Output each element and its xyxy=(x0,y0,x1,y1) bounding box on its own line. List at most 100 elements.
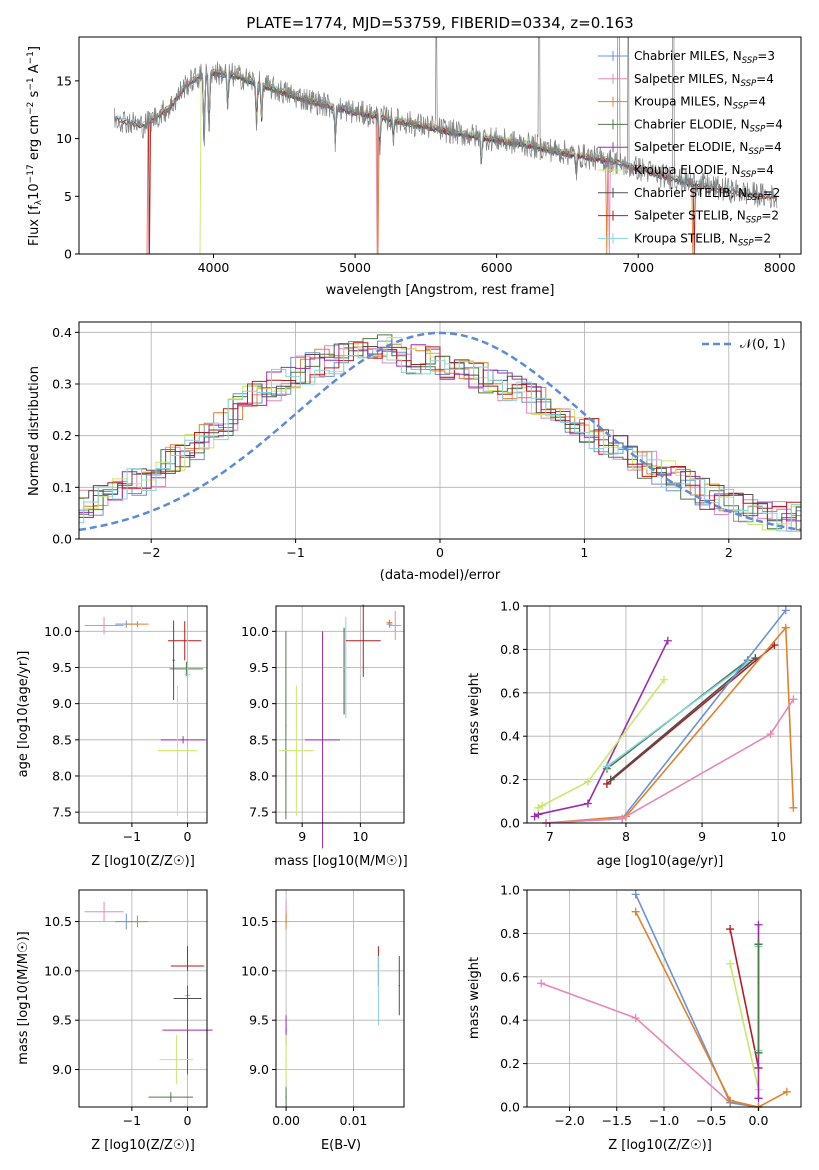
ylabel-part: s xyxy=(27,90,42,101)
legend-label: Kroupa MILES, NSSP=4 xyxy=(634,95,766,112)
ylabel-part: 10 xyxy=(27,183,42,200)
legend-label: Salpeter ELODIE, NSSP=4 xyxy=(634,140,782,157)
mass-weight-marker xyxy=(663,636,672,645)
y-tick-label: 0.8 xyxy=(500,642,520,657)
x-tick-label: 0.00 xyxy=(272,1113,300,1128)
mass-weight-marker xyxy=(726,925,735,934)
mass-weight-marker xyxy=(754,1094,763,1103)
legend-ssp-subscript: SSP xyxy=(750,124,766,134)
mass-weight-marker xyxy=(789,803,798,812)
y-tick-label: 0.1 xyxy=(52,480,72,495)
y-tick-label: 9.0 xyxy=(249,696,269,711)
mass-Z-ylabel: mass [log10(M/M☉)] xyxy=(16,931,31,1064)
spectrum-legend: Chabrier MILES, NSSP=3 Salpeter MILES, N S… xyxy=(598,49,783,248)
y-tick-label: 8.0 xyxy=(249,768,269,783)
y-tick-label: 1.0 xyxy=(500,883,520,898)
legend-series-name: Kroupa MILES, N xyxy=(634,95,733,109)
mass-weight-marker xyxy=(754,940,763,949)
mass-weight-marker xyxy=(726,1096,735,1105)
mw-Z-ylabel: mass weight xyxy=(467,957,482,1039)
mass-weight-marker xyxy=(766,730,775,739)
model-spectrum-line xyxy=(114,71,778,202)
residual-histogram-panel: −2 −1 0 1 2 0.0 0.1 0.2 0.3 0.4 xyxy=(52,321,802,560)
y-tick-label: 10 xyxy=(56,131,72,146)
legend-series-name: Kroupa ELODIE, N xyxy=(634,163,741,177)
y-tick-label: 0.0 xyxy=(500,816,520,831)
axes-frame xyxy=(275,605,405,824)
mass-weight-line xyxy=(729,963,760,1090)
axes-frame xyxy=(78,889,208,1108)
y-tick-label: 0.4 xyxy=(500,729,520,744)
legend-ssp-subscript: SSP xyxy=(738,238,754,248)
histogram-step-line xyxy=(79,343,801,522)
legend-label: Chabrier MILES, NSSP=3 xyxy=(634,49,775,66)
residual-ylabel: Normed distribution xyxy=(27,366,42,496)
hist-plot xyxy=(79,331,801,533)
mass-weight-marker xyxy=(781,606,790,615)
observed-spectrum-line xyxy=(114,37,778,209)
y-tick-label: 10.0 xyxy=(241,624,269,639)
y-tick-label: 0.6 xyxy=(500,969,520,984)
y-tick-label: 9.0 xyxy=(249,1062,269,1077)
mass-weight-line xyxy=(537,679,665,809)
y-tick-label: 10.5 xyxy=(44,914,72,929)
legend-label: Kroupa ELODIE, NSSP=4 xyxy=(634,163,774,180)
mass-vs-EBV-panel: 0.00 0.01 9.0 9.5 10.0 10.5 xyxy=(241,889,405,1128)
mass-weight-marker xyxy=(754,920,763,929)
y-tick-label: 8.0 xyxy=(52,768,72,783)
x-tick-label: −1.5 xyxy=(602,1113,632,1128)
y-tick-label: 7.5 xyxy=(249,805,269,820)
x-tick-label: 9 xyxy=(698,829,706,844)
mass-weight-marker xyxy=(606,775,615,784)
axes-frame xyxy=(275,889,405,1108)
legend-nssp-value: =2 xyxy=(763,186,781,200)
mass-weight-marker xyxy=(631,890,640,899)
y-tick-label: 0.4 xyxy=(500,1013,520,1028)
x-tick-label: 8 xyxy=(622,829,630,844)
mass-ebv-xlabel: E(B-V) xyxy=(321,1138,361,1153)
mass-weight-vs-Z-panel: −2.0 −1.5 −1.0 −0.5 0.0 0.0 0.2 0.4 0.6 0.8 1.0 xyxy=(500,883,802,1128)
y-tick-label: 5 xyxy=(64,189,72,204)
x-tick-label: −2 xyxy=(142,545,160,560)
residual-xlabel: (data-model)/error xyxy=(380,568,501,583)
mass-weight-marker xyxy=(537,979,546,988)
legend-label: Kroupa STELIB, NSSP=2 xyxy=(634,231,771,248)
x-tick-label: 5000 xyxy=(339,260,371,275)
mass-vs-Z-panel: −1 0 9.0 9.5 10.0 10.5 xyxy=(44,889,213,1128)
legend-series-name: Kroupa STELIB, N xyxy=(634,231,738,245)
spectrum-title: PLATE=1774, MJD=53759, FIBERID=0334, z=0… xyxy=(246,14,633,32)
age-mass-xlabel: mass [log10(M/M☉)] xyxy=(274,854,407,869)
y-tick-label: 9.0 xyxy=(52,1062,72,1077)
mw-Z-xlabel: Z [log10(Z/Z☉)] xyxy=(608,1138,712,1153)
ylabel-part: −2 xyxy=(26,102,36,115)
ylabel-part: erg cm xyxy=(27,115,42,164)
mass-weight-line xyxy=(634,911,788,1108)
x-tick-label: −0.5 xyxy=(696,1113,726,1128)
y-tick-label: 0.0 xyxy=(500,1100,520,1115)
y-tick-label: 10.0 xyxy=(241,963,269,978)
ylabel-part: −17 xyxy=(26,164,36,183)
x-tick-label: 6000 xyxy=(481,260,513,275)
legend-label: Chabrier STELIB, NSSP=2 xyxy=(634,186,780,203)
legend-series-name: Chabrier STELIB, N xyxy=(634,186,747,200)
age-vs-Z-panel: −1 0 7.5 8.0 8.5 9.0 9.5 10.0 xyxy=(44,605,208,844)
mass-weight-line xyxy=(545,609,787,824)
legend-ssp-subscript: SSP xyxy=(741,170,757,180)
mass-weight-vs-age-panel: 7 8 9 10 0.0 0.2 0.4 0.6 0.8 1.0 xyxy=(500,599,802,844)
residual-legend: 𝒩(0, 1) xyxy=(702,336,786,351)
legend-nssp-value: =4 xyxy=(756,72,774,86)
legend-series-name: Salpeter MILES, N xyxy=(634,72,741,86)
y-tick-label: 0.4 xyxy=(52,325,72,340)
legend-nssp-value: =4 xyxy=(756,163,774,177)
x-tick-label: 10 xyxy=(770,829,786,844)
mass-weight-line xyxy=(534,640,669,818)
age-Z-xlabel: Z [log10(Z/Z☉)] xyxy=(91,854,195,869)
legend-nssp-value: =2 xyxy=(761,209,779,223)
y-tick-label: 8.5 xyxy=(52,732,72,747)
y-tick-label: 10.5 xyxy=(241,914,269,929)
mass-weight-marker xyxy=(789,695,798,704)
histogram-step-line xyxy=(79,342,801,533)
y-tick-label: 0.0 xyxy=(52,532,72,547)
normal-legend-label: 𝒩(0, 1) xyxy=(740,336,786,351)
